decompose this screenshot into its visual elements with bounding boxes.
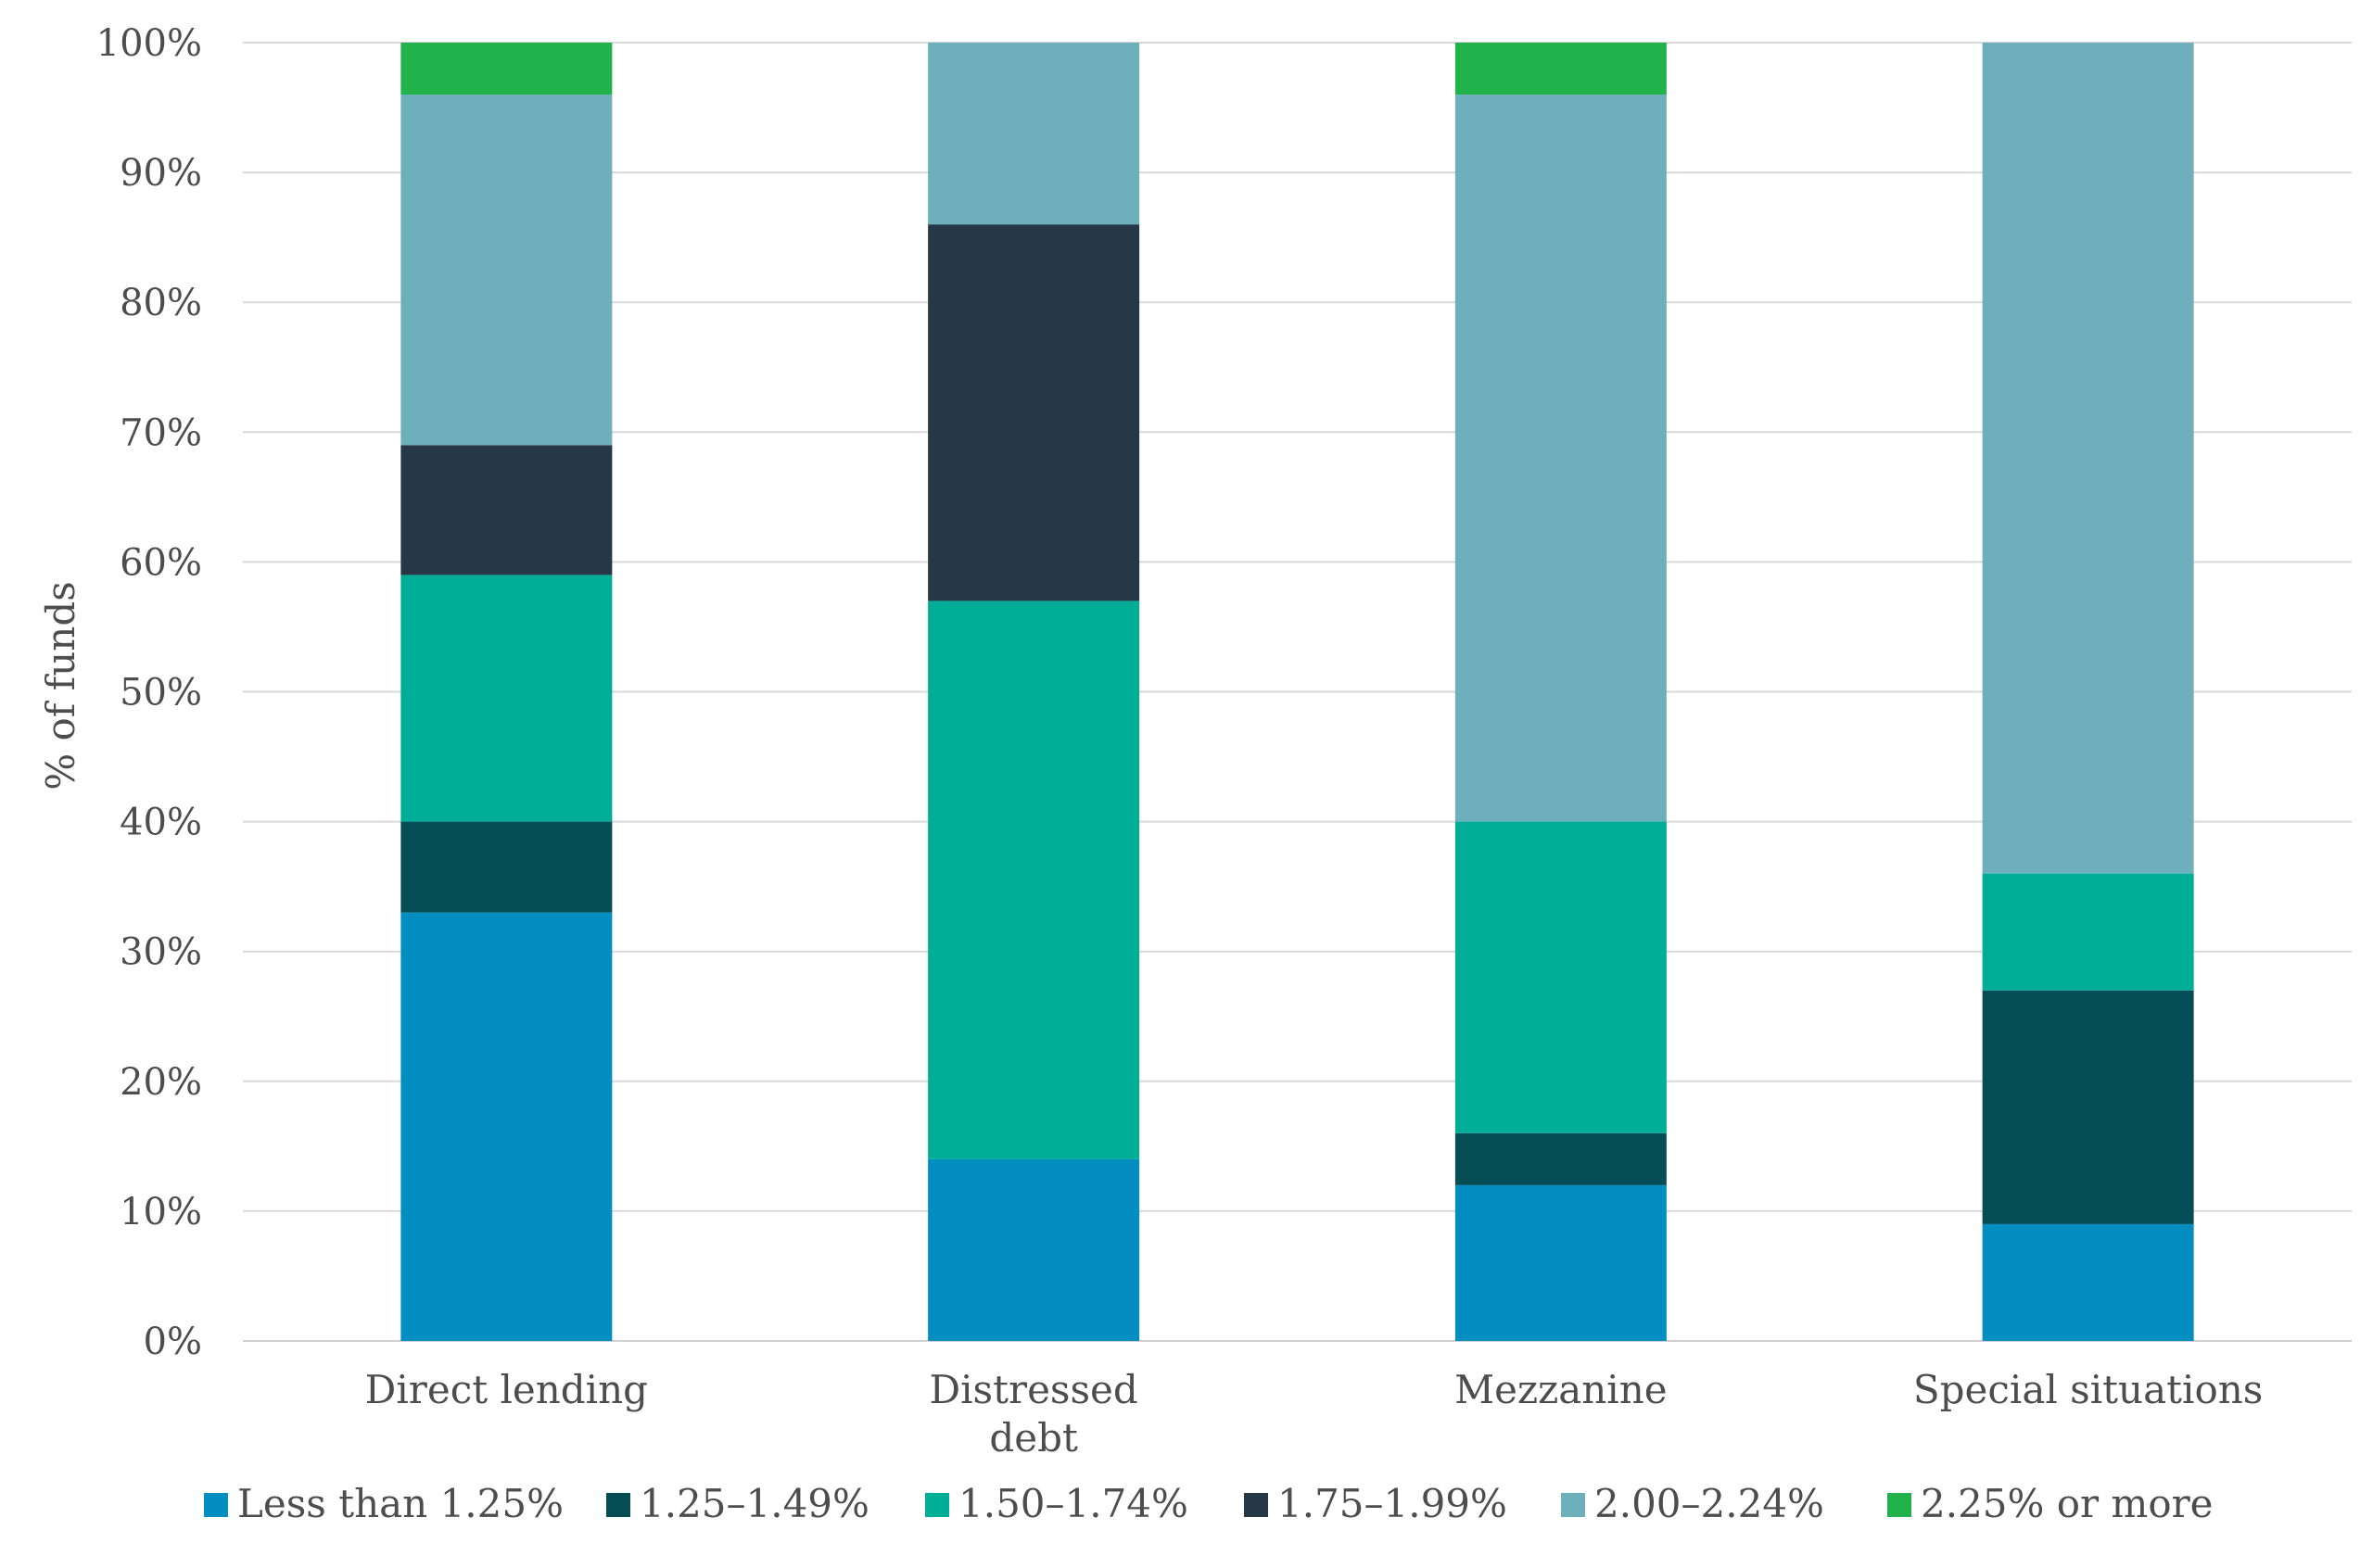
x-tick-label: Special situations	[1913, 1367, 2263, 1412]
y-tick-label: 10%	[120, 1191, 202, 1233]
bar-segment	[1982, 43, 2194, 874]
legend-item: 1.50–1.74%	[925, 1481, 1188, 1526]
bar-segment	[1982, 873, 2194, 991]
x-tick-label: Mezzanine	[1454, 1367, 1668, 1412]
y-axis-ticks: 0% 10% 20% 30% 40% 50% 60% 70% 80% 90% 100%	[96, 22, 202, 1363]
bar-segment	[1454, 1184, 1667, 1341]
legend-swatch	[1244, 1493, 1268, 1517]
y-tick-label: 80%	[120, 282, 202, 324]
bar-segment	[928, 43, 1140, 225]
bar-segment	[1454, 95, 1667, 822]
y-tick-label: 100%	[96, 22, 202, 65]
x-tick-label: debt	[989, 1415, 1078, 1461]
y-tick-label: 50%	[120, 672, 202, 714]
bar-segment	[1454, 821, 1667, 1133]
bar-segment	[1982, 990, 2194, 1224]
y-tick-label: 70%	[120, 411, 202, 454]
bars	[400, 43, 2194, 1341]
bar-segment	[400, 43, 613, 95]
legend-item: 2.00–2.24%	[1561, 1481, 1824, 1526]
legend-label: 2.25% or more	[1921, 1481, 2214, 1526]
bar-segment	[928, 224, 1140, 601]
y-tick-label: 90%	[120, 152, 202, 195]
bar-segment	[400, 912, 613, 1341]
legend-label: Less than 1.25%	[237, 1481, 564, 1526]
legend-swatch	[1561, 1493, 1585, 1517]
bar-segment	[400, 821, 613, 913]
bar-segment	[400, 445, 613, 575]
legend-item: 2.25% or more	[1887, 1481, 2214, 1526]
y-axis-title: % of funds	[38, 581, 83, 790]
legend-item: 1.75–1.99%	[1244, 1481, 1507, 1526]
x-tick-label: Direct lending	[365, 1367, 648, 1412]
legend-swatch	[606, 1493, 630, 1517]
bar-segment	[400, 575, 613, 822]
legend-label: 1.75–1.99%	[1277, 1481, 1507, 1526]
y-tick-label: 60%	[120, 541, 202, 584]
bar-segment	[1454, 1132, 1667, 1185]
y-tick-label: 20%	[120, 1061, 202, 1104]
y-tick-label: 40%	[120, 802, 202, 844]
bar-segment	[928, 601, 1140, 1159]
y-tick-label: 30%	[120, 931, 202, 974]
bar-segment	[1982, 1223, 2194, 1341]
legend-swatch	[1887, 1493, 1911, 1517]
legend-item: 1.25–1.49%	[606, 1481, 869, 1526]
legend-label: 2.00–2.24%	[1594, 1481, 1824, 1526]
bar-segment	[928, 1158, 1140, 1341]
legend-item: Less than 1.25%	[204, 1481, 564, 1526]
legend-label: 1.50–1.74%	[958, 1481, 1188, 1526]
legend-swatch	[925, 1493, 949, 1517]
legend-swatch	[204, 1493, 228, 1517]
x-tick-label: Distressed	[929, 1367, 1137, 1412]
bar-segment	[1454, 43, 1667, 95]
legend-label: 1.25–1.49%	[640, 1481, 869, 1526]
legend: Less than 1.25% 1.25–1.49% 1.50–1.74% 1.75–…	[204, 1481, 2214, 1526]
y-tick-label: 0%	[144, 1321, 202, 1363]
bar-segment	[400, 95, 613, 446]
